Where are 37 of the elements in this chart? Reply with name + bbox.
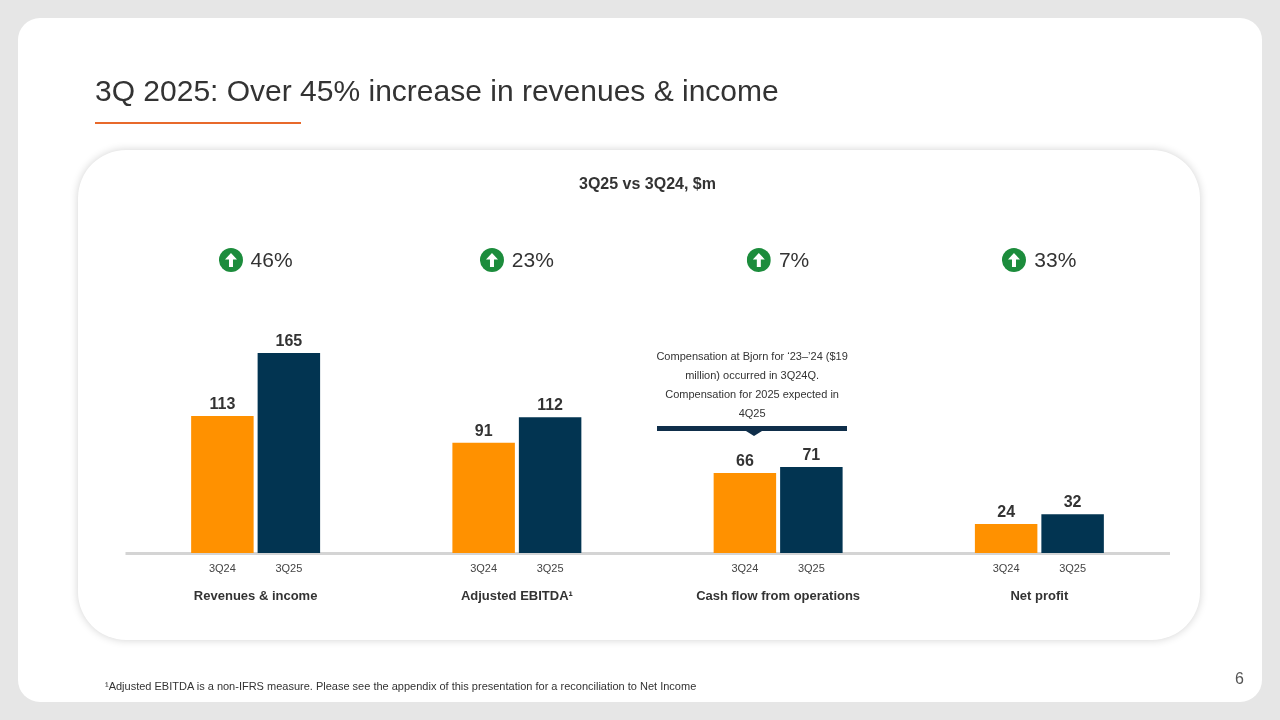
bar bbox=[191, 416, 254, 553]
data-label: 91 bbox=[474, 421, 493, 439]
bar bbox=[518, 417, 582, 553]
text: 3Q25 bbox=[797, 562, 825, 574]
text: 6 bbox=[1235, 670, 1244, 688]
text: 3Q25 bbox=[1059, 562, 1087, 574]
bar bbox=[713, 473, 777, 553]
chart-subtitle: 3Q25 vs 3Q24, $m bbox=[578, 175, 717, 193]
x-tick-label: Revenues & income bbox=[193, 587, 318, 603]
text: 23% bbox=[511, 248, 554, 272]
data-label: 24 bbox=[997, 502, 1016, 520]
x-tick-label: Cash flow from operations bbox=[696, 587, 861, 603]
text: ¹Adjusted EBITDA is a non-IFRS measure. Please see the appendix of this presentation for a reconciliation to Net Income bbox=[105, 680, 697, 692]
bar bbox=[257, 353, 321, 553]
text: 3Q24 bbox=[992, 562, 1020, 574]
bar bbox=[780, 466, 843, 553]
series-label: 3Q24 bbox=[208, 562, 236, 574]
bar bbox=[974, 523, 1038, 553]
data-label: 112 bbox=[537, 396, 564, 414]
text: 3Q25 bbox=[536, 562, 564, 574]
x-tick-label: Adjusted EBITDA¹ bbox=[460, 587, 573, 603]
data-label: 113 bbox=[209, 395, 236, 413]
bar bbox=[452, 442, 515, 553]
data-label: 165 bbox=[275, 332, 303, 349]
text: 7% bbox=[778, 248, 810, 272]
series-label: 3Q25 bbox=[275, 562, 303, 574]
data-label: 32 bbox=[1063, 493, 1082, 511]
data-label: 71 bbox=[802, 445, 821, 463]
bar bbox=[1041, 514, 1104, 553]
text: 33% bbox=[1034, 248, 1077, 272]
chart-title: 3Q 2025: Over 45% increase in revenues & income bbox=[95, 74, 779, 108]
annotation: Compensation at Bjorn for ‘23–’24 ($19 million) occurred in 3Q24Q. Compensation for 2025 expected in 4Q25 bbox=[655, 348, 849, 421]
data-label: 66 bbox=[735, 452, 754, 469]
text: 3Q24 bbox=[731, 562, 759, 574]
text: 3Q24 bbox=[470, 562, 498, 574]
x-tick-label: Net profit bbox=[1010, 587, 1069, 603]
text: 46% bbox=[250, 248, 293, 272]
